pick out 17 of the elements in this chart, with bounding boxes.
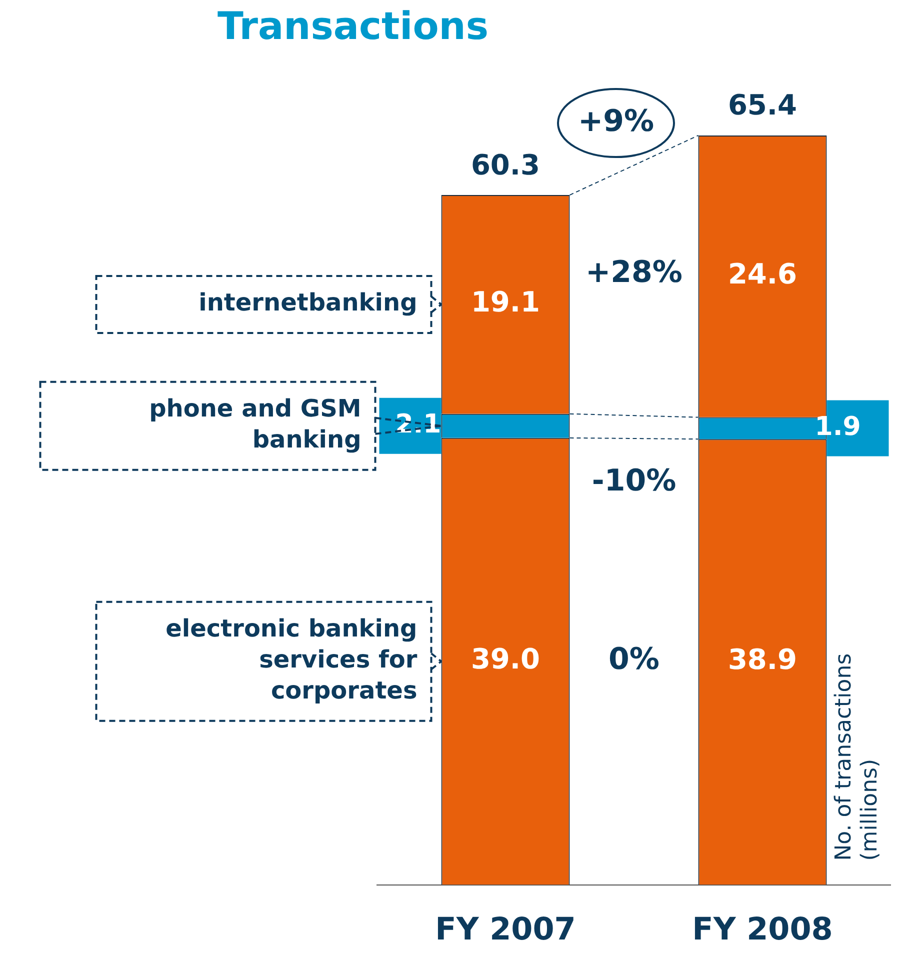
- legend-label: phone and GSM banking: [149, 394, 362, 454]
- data-label: 38.9: [728, 643, 798, 676]
- annotation: -10%: [592, 464, 676, 499]
- total-label: 65.4: [728, 88, 798, 122]
- data-label: 19.1: [470, 286, 540, 319]
- y-axis-title: No. of transactions (millions): [831, 653, 882, 861]
- data-label: 39.0: [470, 642, 540, 676]
- data-label: 24.6: [728, 258, 798, 291]
- annotation: +9%: [578, 104, 654, 139]
- series-label: internetbanking: [198, 288, 418, 317]
- total-label: 60.3: [470, 148, 540, 182]
- x-tick-label: FY 2008: [692, 911, 833, 948]
- annotation: +28%: [586, 255, 682, 290]
- series-label: electronic banking services for corporates: [166, 614, 418, 705]
- x-tick-label: FY 2007: [435, 911, 576, 948]
- annotation: 0%: [608, 642, 660, 678]
- chart-title: Transactions: [218, 4, 488, 48]
